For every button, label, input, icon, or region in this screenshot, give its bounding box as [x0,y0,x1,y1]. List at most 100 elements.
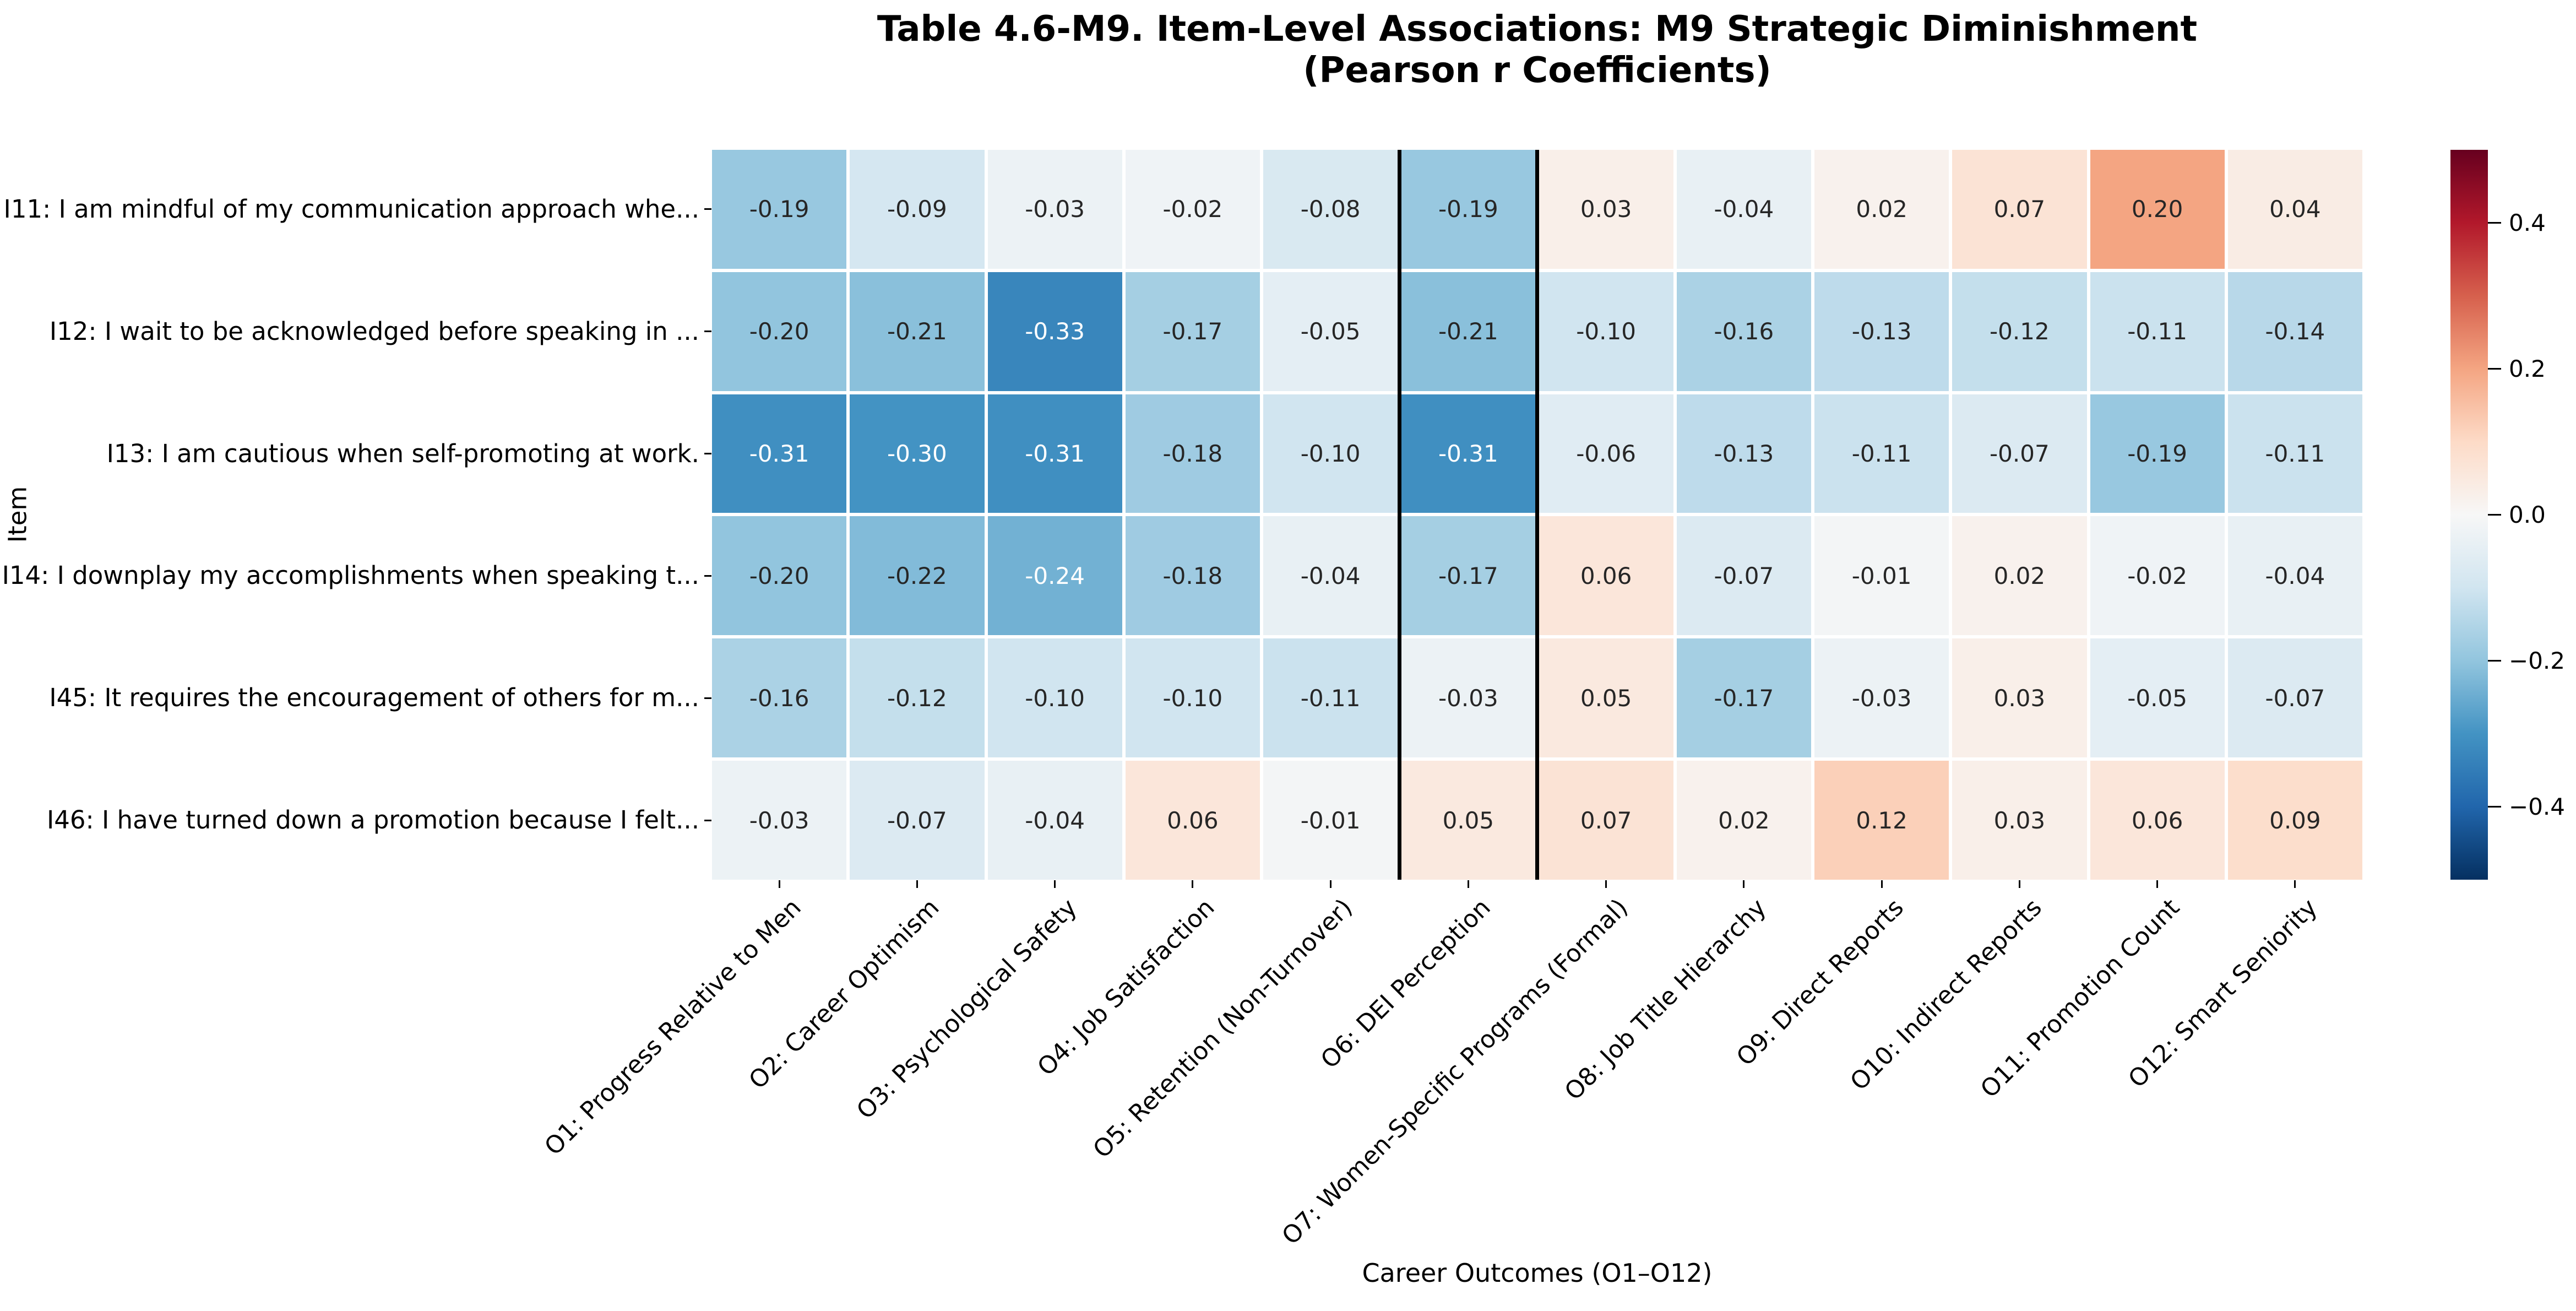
heatmap-cell: -0.03 [712,761,847,880]
x-axis-tick [1192,880,1194,888]
colorbar-tick-label: 0.4 [2509,209,2546,236]
x-axis-tick [2294,880,2296,888]
heatmap-cell: -0.01 [1814,516,1949,636]
row-label: I45: It requires the encouragement of ot… [49,683,699,713]
heatmap-cell: -0.31 [1401,394,1536,513]
heatmap-cell: -0.31 [712,394,847,513]
heatmap-cell: -0.10 [1263,394,1398,513]
colorbar-tick-label: 0.0 [2509,501,2546,528]
x-axis-tick [1605,880,1607,888]
heatmap-cell: -0.07 [1676,516,1811,636]
heatmap-cell: 0.02 [1952,516,2087,636]
heatmap-cell: 0.09 [2227,761,2362,880]
y-axis-tick [704,575,711,577]
heatmap-cell: -0.21 [1401,272,1536,391]
heatmap-cell: -0.31 [987,394,1122,513]
heatmap-cell: -0.13 [1676,394,1811,513]
row-label: I12: I wait to be acknowledged before sp… [49,316,699,346]
heatmap-cell: -0.03 [987,150,1122,269]
colorbar-tick [2488,660,2501,662]
heatmap-cell: 0.03 [1539,150,1673,269]
heatmap-cell: -0.06 [1539,394,1673,513]
column-label: O1: Progress Relative to Men [539,893,807,1161]
heatmap-cell: 0.06 [1539,516,1673,636]
colorbar [2450,150,2488,880]
heatmap-cell: -0.02 [2090,516,2225,636]
heatmap-cell: 0.06 [2090,761,2225,880]
heatmap-cell: 0.06 [1125,761,1260,880]
heatmap-cell: -0.11 [2227,394,2362,513]
heatmap-cell: -0.10 [1539,272,1673,391]
chart-title-line1: Table 4.6-M9. Item-Level Associations: M… [877,9,2198,50]
y-axis-tick [704,697,711,699]
x-axis-tick [2018,880,2020,888]
x-axis-tick [1329,880,1332,888]
heatmap-cell: -0.10 [1125,638,1260,758]
x-axis-tick [916,880,918,888]
chart-title: Table 4.6-M9. Item-Level Associations: M… [712,9,2362,91]
heatmap-cell: -0.10 [987,638,1122,758]
heatmap-cell: 0.07 [1952,150,2087,269]
heatmap-cell: -0.21 [850,272,985,391]
heatmap-cell: -0.18 [1125,516,1260,636]
heatmap-cell: 0.20 [2090,150,2225,269]
heatmap-cell: -0.02 [1125,150,1260,269]
y-axis-tick [704,208,711,210]
column-label: O5: Retention (Non-Turnover) [1088,893,1358,1164]
heatmap-cell: -0.07 [1952,394,2087,513]
colorbar-tick [2488,514,2501,516]
heatmap-cell: -0.17 [1401,516,1536,636]
heatmap-cell: -0.16 [712,638,847,758]
heatmap-cell: 0.05 [1401,761,1536,880]
heatmap-cell: -0.18 [1125,394,1260,513]
heatmap-cell: -0.07 [850,761,985,880]
heatmap-cell: -0.24 [987,516,1122,636]
heatmap-cell: -0.11 [1814,394,1949,513]
colorbar-tick [2488,368,2501,370]
x-axis-tick [778,880,780,888]
y-axis-tick [704,453,711,455]
heatmap-cell: -0.07 [2227,638,2362,758]
heatmap-cell: -0.04 [987,761,1122,880]
x-axis-tick [1054,880,1056,888]
chart-title-line2: (Pearson r Coefficients) [1303,50,1771,91]
heatmap-cell: -0.17 [1125,272,1260,391]
colorbar-tick [2488,222,2501,224]
row-label: I14: I downplay my accomplishments when … [2,561,699,591]
heatmap-cell: -0.09 [850,150,985,269]
colorbar-tick-label: −0.4 [2509,793,2565,820]
heatmap-cell: -0.03 [1401,638,1536,758]
heatmap-cell: -0.12 [1952,272,2087,391]
heatmap-cell: -0.04 [1263,516,1398,636]
row-label: I11: I am mindful of my communication ap… [3,194,699,224]
colorbar-tick [2488,806,2501,808]
highlight-column-border [1535,150,1539,880]
heatmap-cell: -0.17 [1676,638,1811,758]
colorbar-tick-label: −0.2 [2509,647,2565,674]
heatmap-cell: -0.04 [1676,150,1811,269]
heatmap-cell: 0.12 [1814,761,1949,880]
x-axis-label: Career Outcomes (O1–O12) [1362,1258,1713,1288]
heatmap-cell: -0.05 [2090,638,2225,758]
heatmap-cell: -0.16 [1676,272,1811,391]
heatmap-cell: -0.19 [1401,150,1536,269]
heatmap-cell: -0.01 [1263,761,1398,880]
x-axis-tick [1881,880,1883,888]
row-label: I13: I am cautious when self-promoting a… [106,438,699,468]
heatmap-cell: 0.02 [1676,761,1811,880]
heatmap-cell: -0.30 [850,394,985,513]
heatmap-cell: -0.12 [850,638,985,758]
heatmap-cell: -0.13 [1814,272,1949,391]
heatmap-cell: -0.04 [2227,516,2362,636]
y-axis-label: Item [3,486,32,543]
heatmap-cell: 0.04 [2227,150,2362,269]
heatmap-cell: -0.20 [712,272,847,391]
heatmap-cell: 0.07 [1539,761,1673,880]
heatmap-cell: -0.05 [1263,272,1398,391]
heatmap-cell: -0.11 [2090,272,2225,391]
heatmap-cell: -0.19 [2090,394,2225,513]
heatmap-cell: 0.02 [1814,150,1949,269]
row-label: I46: I have turned down a promotion beca… [46,805,699,835]
heatmap-grid: -0.19 -0.09 -0.03 -0.02 -0.08 -0.19 0.03 -0.04 0… [712,150,2362,880]
